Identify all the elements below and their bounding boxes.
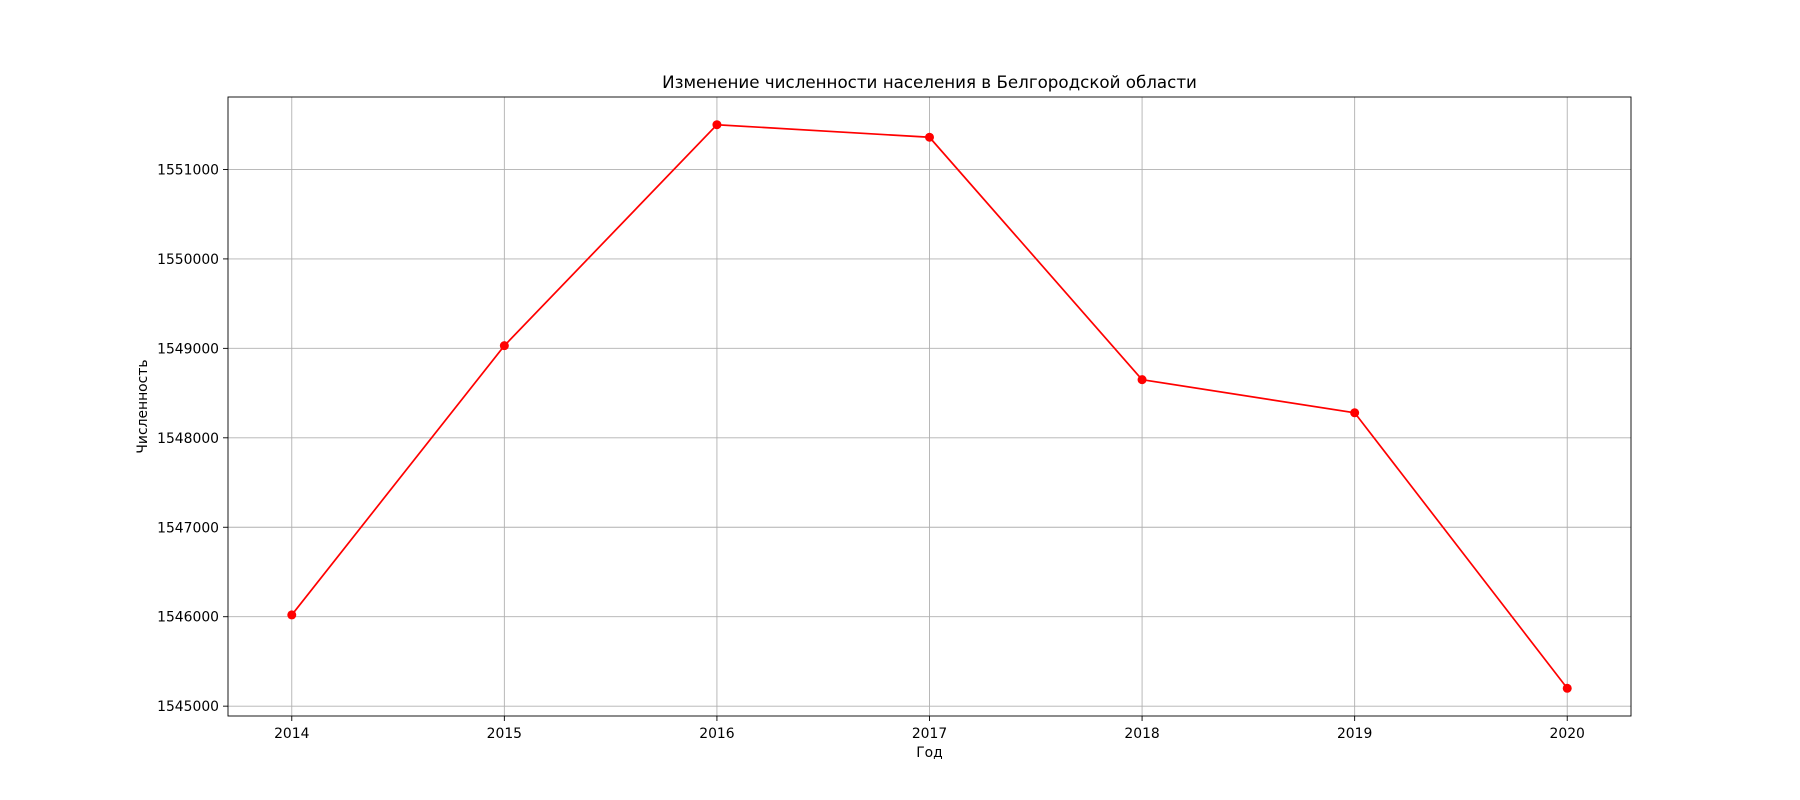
y-tick-label: 1545000 — [157, 699, 219, 715]
data-point — [1562, 683, 1572, 693]
y-tick-label: 1546000 — [157, 610, 219, 626]
x-tick-label: 2017 — [912, 726, 947, 742]
data-point — [1137, 375, 1147, 385]
data-point — [499, 341, 509, 351]
data-point — [712, 120, 722, 130]
chart-title: Изменение численности населения в Белгор… — [662, 72, 1197, 92]
y-tick-label: 1548000 — [157, 431, 219, 447]
plot-frame — [227, 96, 1632, 717]
series-layer — [287, 120, 1572, 693]
data-point — [287, 610, 297, 620]
x-tick-label: 2020 — [1550, 726, 1585, 742]
y-axis-label: Численность — [135, 359, 151, 453]
x-tick-label: 2015 — [487, 726, 522, 742]
grid — [228, 97, 1631, 716]
x-tick-label: 2016 — [699, 726, 734, 742]
x-tick-label: 2019 — [1337, 726, 1372, 742]
y-tick-label: 1549000 — [157, 341, 219, 357]
y-tick-label: 1550000 — [157, 252, 219, 268]
y-tick-label: 1551000 — [157, 162, 219, 178]
x-axis-label: Год — [916, 745, 943, 761]
x-tick-label: 2018 — [1124, 726, 1159, 742]
x-tick-label: 2014 — [274, 726, 310, 742]
data-point — [925, 132, 934, 142]
y-tick-label: 1547000 — [157, 520, 219, 536]
axis-ticks: 2014 2015 2016 2017 2018 2019 2020 1545000 15460… — [157, 162, 1585, 742]
data-point — [1350, 408, 1360, 418]
